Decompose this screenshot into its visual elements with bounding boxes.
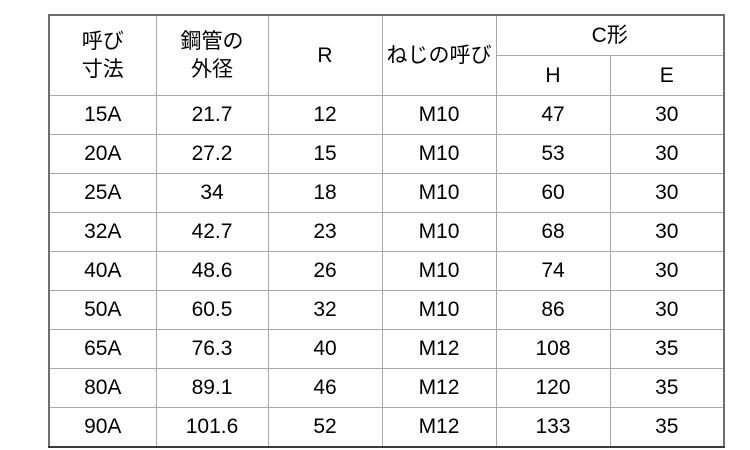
cell-outer-diameter: 27.2	[155, 134, 269, 174]
cell-r-value: 23	[267, 212, 383, 252]
cell-h-value: 86	[495, 290, 611, 330]
cell-e-value: 30	[609, 290, 725, 330]
cell-h-value: 53	[495, 134, 611, 174]
cell-outer-diameter: 21.7	[155, 95, 269, 135]
cell-r-value: 32	[267, 290, 383, 330]
cell-e-value: 35	[609, 407, 725, 448]
column-header-h-label: H	[545, 63, 561, 87]
cell-nominal-size: 20A	[48, 134, 157, 174]
cell-outer-diameter: 76.3	[155, 329, 269, 369]
cell-h-value: 74	[495, 251, 611, 291]
column-header-nominal-size-label: 呼び 寸法	[81, 29, 124, 81]
cell-h-value: 108	[495, 329, 611, 369]
cell-nominal-size: 15A	[48, 95, 157, 135]
column-header-nominal-size: 呼び 寸法	[48, 14, 157, 96]
cell-screw-value: M12	[381, 407, 497, 448]
header-row-primary: 呼び 寸法 鋼管の 外径 R ねじの呼び C形	[48, 14, 725, 96]
cell-r-value: 40	[267, 329, 383, 369]
table-header: 呼び 寸法 鋼管の 外径 R ねじの呼び C形 H	[48, 14, 725, 96]
column-header-h: H	[495, 55, 611, 96]
table-row: 65A 76.3 40 M12 108 35	[48, 329, 725, 369]
cell-r-value: 18	[267, 173, 383, 213]
cell-e-value: 35	[609, 368, 725, 408]
cell-r-value: 26	[267, 251, 383, 291]
table-row: 50A 60.5 32 M10 86 30	[48, 290, 725, 330]
table-row: 90A 101.6 52 M12 133 35	[48, 407, 725, 448]
cell-h-value: 120	[495, 368, 611, 408]
cell-screw-value: M10	[381, 134, 497, 174]
cell-e-value: 30	[609, 173, 725, 213]
table-row: 20A 27.2 15 M10 53 30	[48, 134, 725, 174]
cell-nominal-size: 65A	[48, 329, 157, 369]
table-row: 32A 42.7 23 M10 68 30	[48, 212, 725, 252]
cell-screw-value: M10	[381, 290, 497, 330]
cell-outer-diameter: 60.5	[155, 290, 269, 330]
cell-r-value: 15	[267, 134, 383, 174]
column-header-c-type-group: C形	[495, 14, 725, 56]
cell-e-value: 30	[609, 251, 725, 291]
column-header-screw-designation-label: ねじの呼び	[386, 43, 492, 67]
column-header-e: E	[609, 55, 725, 96]
column-header-c-type-label: C形	[591, 23, 628, 47]
table-row: 40A 48.6 26 M10 74 30	[48, 251, 725, 291]
cell-nominal-size: 80A	[48, 368, 157, 408]
cell-nominal-size: 32A	[48, 212, 157, 252]
column-header-r: R	[267, 14, 383, 96]
cell-e-value: 30	[609, 212, 725, 252]
cell-e-value: 30	[609, 134, 725, 174]
cell-e-value: 35	[609, 329, 725, 369]
column-header-e-label: E	[659, 63, 674, 87]
cell-nominal-size: 90A	[48, 407, 157, 448]
cell-outer-diameter: 42.7	[155, 212, 269, 252]
cell-nominal-size: 50A	[48, 290, 157, 330]
column-header-pipe-outer-diameter: 鋼管の 外径	[155, 14, 269, 96]
cell-screw-value: M10	[381, 212, 497, 252]
specification-table: 呼び 寸法 鋼管の 外径 R ねじの呼び C形 H	[48, 14, 726, 448]
cell-screw-value: M10	[381, 251, 497, 291]
cell-e-value: 30	[609, 95, 725, 135]
table-row: 80A 89.1 46 M12 120 35	[48, 368, 725, 408]
cell-screw-value: M10	[381, 173, 497, 213]
cell-r-value: 12	[267, 95, 383, 135]
cell-h-value: 60	[495, 173, 611, 213]
cell-nominal-size: 40A	[48, 251, 157, 291]
cell-screw-value: M12	[381, 368, 497, 408]
header-row-secondary: H E	[49, 55, 725, 96]
cell-screw-value: M10	[381, 95, 497, 135]
column-header-r-label: R	[317, 43, 333, 67]
column-header-screw-designation: ねじの呼び	[381, 14, 497, 96]
cell-r-value: 52	[267, 407, 383, 448]
column-header-pipe-outer-diameter-label: 鋼管の 外径	[180, 29, 244, 81]
cell-h-value: 47	[495, 95, 611, 135]
table-row: 15A 21.7 12 M10 47 30	[48, 95, 725, 135]
table-body: 15A 21.7 12 M10 47 30 20A 27.2 15 M10 53 30 25A 34 18 M…	[48, 95, 725, 448]
cell-outer-diameter: 101.6	[155, 407, 269, 448]
table-row: 25A 34 18 M10 60 30	[48, 173, 725, 213]
cell-outer-diameter: 89.1	[155, 368, 269, 408]
cell-screw-value: M12	[381, 329, 497, 369]
cell-h-value: 68	[495, 212, 611, 252]
cell-outer-diameter: 48.6	[155, 251, 269, 291]
cell-r-value: 46	[267, 368, 383, 408]
cell-nominal-size: 25A	[48, 173, 157, 213]
cell-outer-diameter: 34	[155, 173, 269, 213]
cell-h-value: 133	[495, 407, 611, 448]
